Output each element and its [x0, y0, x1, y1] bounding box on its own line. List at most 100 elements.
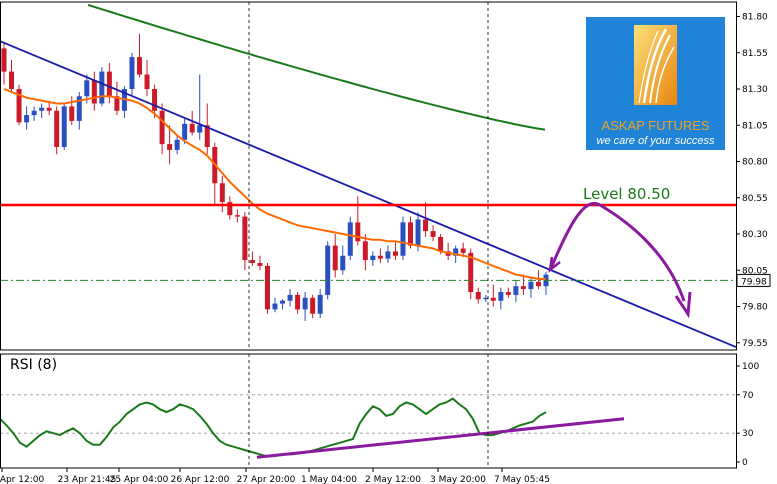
candle-body: [400, 222, 406, 256]
trendline: [0, 40, 737, 348]
candle-body: [460, 248, 466, 253]
candle-body: [167, 144, 173, 150]
fast-moving-average: [3, 88, 546, 280]
rsi-divergence-line: [256, 417, 625, 459]
candle-body: [332, 245, 338, 271]
candle-body: [490, 297, 496, 301]
candle-body: [61, 106, 67, 147]
candle-body: [204, 125, 210, 147]
logo-slogan: we care of your success: [596, 135, 715, 147]
candle-body: [513, 286, 519, 295]
candle-body: [227, 202, 233, 216]
candle-body: [340, 255, 346, 271]
candle-body: [159, 110, 165, 145]
time-tick-label: 27 Apr 20:00: [237, 475, 296, 484]
candle-body: [99, 71, 105, 104]
arrow-head-icon: [674, 291, 692, 319]
candle-body: [528, 281, 534, 290]
price-frame: [0, 1, 737, 351]
candle-body: [272, 303, 278, 310]
rsi-pane: RSI (8): [0, 357, 736, 459]
price-tick-label: 79.80: [742, 303, 768, 313]
candle-body: [415, 219, 421, 246]
price-tick-label: 81.80: [742, 13, 768, 23]
candle-body: [16, 89, 22, 123]
time-tick-label: Apr 12:00: [0, 475, 44, 484]
candle-body: [39, 107, 45, 111]
candle-body: [535, 281, 541, 287]
candle-body: [234, 215, 240, 217]
candle-body: [264, 265, 270, 310]
price-tick-label: 80.80: [742, 158, 768, 168]
candle-body: [31, 110, 37, 116]
price-tick-label: 81.05: [742, 121, 768, 131]
candle-body: [69, 106, 75, 121]
candle-body: [325, 245, 331, 295]
candle-body: [182, 123, 188, 140]
candle-body: [392, 251, 398, 256]
candle-body: [438, 236, 444, 252]
candle-body: [174, 139, 180, 150]
candle-body: [249, 260, 255, 263]
candle-body: [423, 219, 429, 232]
candle-body: [475, 292, 481, 300]
candle-body: [24, 115, 30, 123]
candle-body: [9, 71, 15, 89]
price-tick-label: 81.30: [742, 85, 768, 95]
rsi-title: RSI (8): [10, 357, 57, 373]
candle-body: [129, 57, 135, 89]
candle-body: [362, 241, 368, 261]
logo-company-name: ASKAP FUTURES: [601, 118, 710, 133]
candle-body: [498, 292, 504, 301]
time-tick-label: 3 May 20:00: [430, 475, 486, 484]
candle-body: [317, 294, 323, 314]
candle-body: [280, 300, 286, 304]
logo-emblem-icon: [634, 25, 677, 105]
candle-body: [219, 183, 225, 203]
candle-body: [144, 74, 150, 89]
candle-body: [453, 248, 459, 256]
candle-body: [46, 107, 52, 111]
candle-body: [347, 222, 353, 256]
candle-body: [287, 294, 293, 301]
candle-body: [302, 297, 308, 310]
candle-body: [483, 297, 489, 300]
price-tick-label: 81.55: [742, 49, 768, 59]
rsi-tick-label: 100: [742, 362, 759, 372]
candle-body: [520, 286, 526, 290]
candle-body: [377, 255, 383, 259]
candle-body: [76, 96, 82, 121]
candle-body: [385, 251, 391, 259]
candle-body: [137, 57, 142, 75]
candle-body: [430, 231, 436, 237]
price-tick-label: 79.55: [742, 339, 768, 349]
candle-body: [54, 110, 60, 147]
rsi-tick-label: 0: [742, 458, 748, 468]
time-tick-label: 2 May 12:00: [365, 475, 421, 484]
candle-body: [189, 123, 195, 133]
candle-body: [295, 294, 301, 310]
price-tick-label: 80.05: [742, 266, 768, 276]
candle-body: [355, 222, 361, 242]
candle-body: [84, 80, 90, 97]
rsi-frame: [0, 353, 737, 469]
time-tick-label: 26 Apr 12:00: [171, 475, 230, 484]
candle-body: [91, 80, 97, 104]
level-label: Level 80.50: [583, 185, 670, 203]
candle-body: [468, 252, 474, 292]
overlay: Level 80.50 79.98: [0, 40, 771, 348]
price-tick-label: 80.55: [742, 194, 768, 204]
candle-body: [242, 216, 248, 261]
candle-body: [114, 96, 120, 111]
candle-body: [257, 263, 263, 266]
slow-moving-average: [87, 3, 546, 131]
candle-body: [152, 89, 158, 111]
candle-body: [106, 71, 112, 97]
time-tick-label: 1 May 04:00: [301, 475, 357, 484]
candle-body: [370, 255, 376, 261]
candle-body: [310, 297, 316, 314]
price-tick-label: 80.30: [742, 230, 768, 240]
rsi-tick-label: 30: [742, 429, 754, 439]
time-tick-label: 7 May 05:45: [494, 475, 550, 484]
